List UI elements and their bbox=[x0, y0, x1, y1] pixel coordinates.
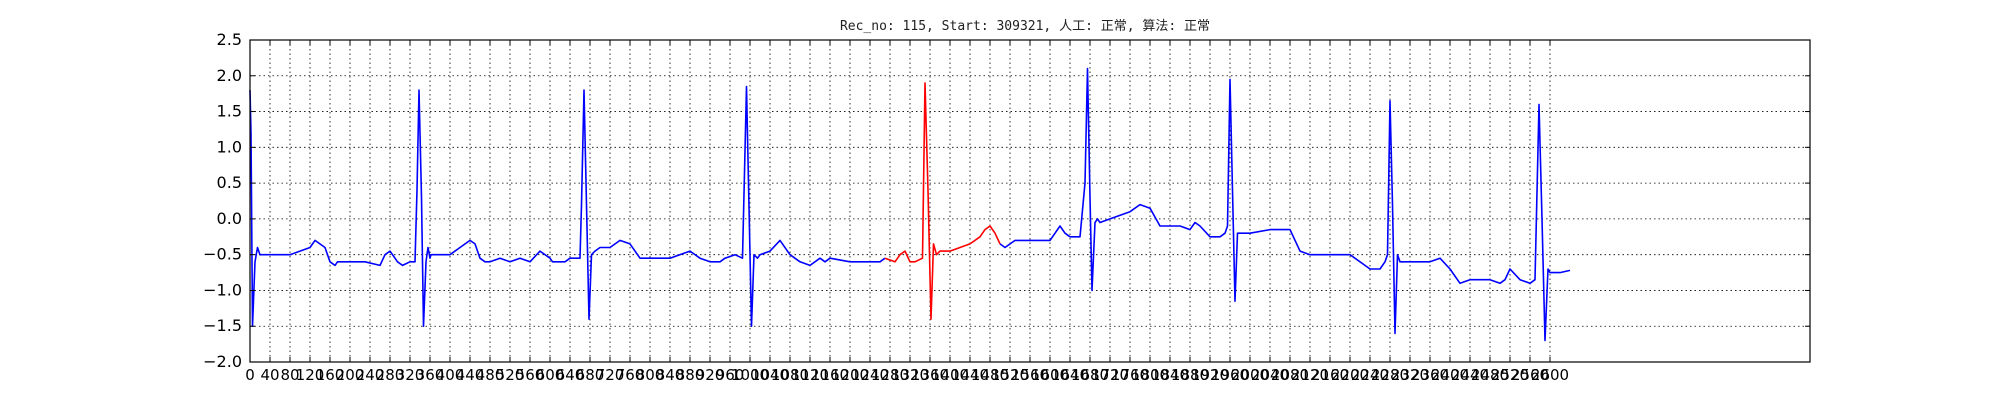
x-tick-label: 1360 bbox=[911, 366, 949, 384]
y-tick-label: 2.5 bbox=[217, 30, 242, 49]
x-tick-label: 1200 bbox=[831, 366, 869, 384]
x-tick-label: 2120 bbox=[1291, 366, 1329, 384]
y-tick-label: −1.0 bbox=[203, 280, 242, 299]
x-tick-label: 2400 bbox=[1431, 366, 1469, 384]
chart-title: Rec_no: 115, Start: 309321, 人工: 正常, 算法: … bbox=[840, 19, 1210, 34]
x-tick-label: 560 bbox=[516, 366, 545, 384]
x-tick-label: 400 bbox=[436, 366, 465, 384]
x-tick-label: 1520 bbox=[991, 366, 1029, 384]
x-tick-label: 1600 bbox=[1031, 366, 1069, 384]
y-tick-label: 0.0 bbox=[217, 209, 242, 228]
x-tick-label: 1080 bbox=[771, 366, 809, 384]
ecg-series-line-3 bbox=[999, 67, 1571, 342]
x-tick-label: 2040 bbox=[1251, 366, 1289, 384]
x-tick-label: 520 bbox=[496, 366, 525, 384]
x-tick-label: 1840 bbox=[1151, 366, 1189, 384]
x-tick-label: 2360 bbox=[1411, 366, 1449, 384]
x-axis-ticks: 0 40 8012016020024028032036040044048052056… bbox=[245, 40, 1569, 384]
x-tick-label: 280 bbox=[376, 366, 405, 384]
ecg-series-line-1 bbox=[249, 85, 886, 328]
x-tick-label: 120 bbox=[296, 366, 325, 384]
x-tick-label: 1440 bbox=[951, 366, 989, 384]
x-tick-label: 480 bbox=[476, 366, 505, 384]
x-tick-label: 2000 bbox=[1231, 366, 1269, 384]
x-tick-label: 1320 bbox=[891, 366, 929, 384]
x-tick-label: 1000 bbox=[731, 366, 769, 384]
y-tick-label: 2.0 bbox=[217, 66, 242, 85]
series-lines bbox=[249, 67, 1571, 342]
y-tick-label: 1.5 bbox=[217, 102, 242, 121]
x-tick-label: 1480 bbox=[971, 366, 1009, 384]
x-tick-label: 1680 bbox=[1071, 366, 1109, 384]
x-tick-label: 1760 bbox=[1111, 366, 1149, 384]
x-tick-label: 360 bbox=[416, 366, 445, 384]
x-tick-label: 720 bbox=[596, 366, 625, 384]
x-tick-label: 1640 bbox=[1051, 366, 1089, 384]
x-tick-label: 680 bbox=[576, 366, 605, 384]
y-tick-label: −2.0 bbox=[203, 352, 242, 371]
x-tick-label: 920 bbox=[696, 366, 725, 384]
x-tick-label: 640 bbox=[556, 366, 585, 384]
x-tick-label: 2600 bbox=[1531, 366, 1569, 384]
x-tick-label: 1120 bbox=[791, 366, 829, 384]
x-tick-label: 2320 bbox=[1391, 366, 1429, 384]
x-tick-label: 2200 bbox=[1331, 366, 1369, 384]
x-tick-label: 2280 bbox=[1371, 366, 1409, 384]
y-tick-label: 0.5 bbox=[217, 173, 242, 192]
x-tick-label: 2080 bbox=[1271, 366, 1309, 384]
x-tick-label: 0 bbox=[245, 366, 255, 384]
x-tick-label: 160 bbox=[316, 366, 345, 384]
x-tick-label: 800 bbox=[636, 366, 665, 384]
x-tick-label: 2160 bbox=[1311, 366, 1349, 384]
grid-lines bbox=[249, 39, 1810, 363]
x-tick-label: 240 bbox=[356, 366, 385, 384]
x-tick-label: 1920 bbox=[1191, 366, 1229, 384]
x-tick-label: 1960 bbox=[1211, 366, 1249, 384]
x-tick-label: 1560 bbox=[1011, 366, 1049, 384]
x-tick-label: 1400 bbox=[931, 366, 969, 384]
x-tick-label: 1240 bbox=[851, 366, 889, 384]
x-tick-label: 1880 bbox=[1171, 366, 1209, 384]
x-tick-label: 2480 bbox=[1471, 366, 1509, 384]
x-tick-label: 880 bbox=[676, 366, 705, 384]
x-tick-label: 760 bbox=[616, 366, 645, 384]
x-tick-label: 2240 bbox=[1351, 366, 1389, 384]
x-tick-label: 1720 bbox=[1091, 366, 1129, 384]
y-tick-label: −1.5 bbox=[203, 316, 242, 335]
x-tick-label: 1800 bbox=[1131, 366, 1169, 384]
plot-frame bbox=[249, 39, 1811, 363]
x-tick-label: 600 bbox=[536, 366, 565, 384]
x-tick-label: 440 bbox=[456, 366, 485, 384]
x-tick-label: 200 bbox=[336, 366, 365, 384]
x-tick-label: 80 bbox=[280, 366, 299, 384]
x-tick-label: 40 bbox=[260, 366, 279, 384]
x-tick-label: 2520 bbox=[1491, 366, 1529, 384]
x-tick-label: 320 bbox=[396, 366, 425, 384]
y-axis-ticks: −2.0 −1.5 −1.0 −0.5 0.0 0.5 1.0 1.5 2.0 2.5 bbox=[203, 30, 1810, 371]
y-tick-label: 1.0 bbox=[217, 137, 242, 156]
x-tick-label: 1160 bbox=[811, 366, 849, 384]
x-tick-label: 2560 bbox=[1511, 366, 1549, 384]
x-tick-label: 840 bbox=[656, 366, 685, 384]
x-tick-label: 1280 bbox=[871, 366, 909, 384]
ecg-series-line-2 bbox=[884, 82, 1001, 320]
y-tick-label: −0.5 bbox=[203, 245, 242, 264]
x-tick-label: 2440 bbox=[1451, 366, 1489, 384]
x-tick-label: 1040 bbox=[751, 366, 789, 384]
x-tick-label: 960 bbox=[716, 366, 745, 384]
